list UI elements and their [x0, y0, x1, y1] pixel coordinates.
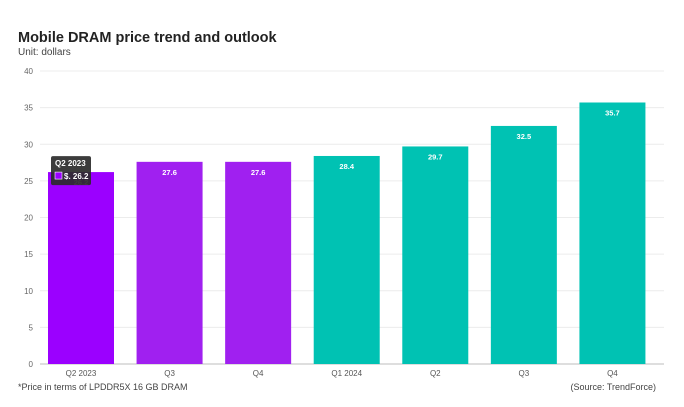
x-axis-ticks: Q2 2023 Q3 Q4 Q1 2024 Q2 Q3 Q4 — [66, 369, 619, 378]
data-label: 27.6 — [162, 168, 177, 177]
data-label: 29.7 — [428, 152, 443, 161]
x-tick-label: Q2 — [430, 369, 441, 378]
bar[interactable] — [579, 102, 646, 364]
data-label: 28.4 — [339, 162, 354, 171]
y-tick-label: 0 — [29, 360, 34, 369]
bar[interactable] — [490, 125, 557, 364]
x-tick-label: Q1 2024 — [331, 369, 362, 378]
chart-subtitle: Unit: dollars — [18, 47, 71, 58]
y-tick-label: 15 — [24, 250, 33, 259]
y-tick-label: 10 — [24, 287, 33, 296]
tooltip-swatch — [54, 171, 63, 180]
tooltip-value: $. 26.2 — [64, 172, 89, 181]
bar[interactable] — [48, 172, 114, 364]
x-tick-label: Q4 — [607, 369, 618, 378]
data-label: 32.5 — [517, 132, 532, 141]
y-tick-label: 35 — [24, 104, 33, 113]
x-tick-label: Q4 — [253, 369, 264, 378]
bars: 26.227.627.628.429.732.535.7 — [48, 102, 646, 364]
bar[interactable] — [225, 161, 292, 364]
footnote: *Price in terms of LPDDR5X 16 GB DRAM — [18, 382, 188, 392]
x-tick-label: Q3 — [519, 369, 530, 378]
tooltip: Q2 2023 $. 26.2 — [51, 156, 91, 186]
data-label: 35.7 — [605, 108, 620, 117]
y-axis-ticks: 0 5 10 15 20 25 30 35 40 — [24, 67, 33, 369]
tooltip-title: Q2 2023 — [55, 159, 86, 168]
y-tick-label: 25 — [24, 177, 33, 186]
source-note: (Source: TrendForce) — [570, 382, 656, 392]
bar[interactable] — [136, 161, 203, 364]
y-tick-label: 20 — [24, 214, 33, 223]
y-tick-label: 30 — [24, 140, 33, 149]
bar[interactable] — [402, 146, 469, 364]
chart-title: Mobile DRAM price trend and outlook — [18, 30, 277, 46]
bar[interactable] — [313, 155, 380, 364]
x-tick-label: Q2 2023 — [66, 369, 97, 378]
y-tick-label: 5 — [29, 323, 34, 332]
x-tick-label: Q3 — [164, 369, 175, 378]
y-tick-label: 40 — [24, 67, 33, 76]
data-label: 27.6 — [251, 168, 266, 177]
